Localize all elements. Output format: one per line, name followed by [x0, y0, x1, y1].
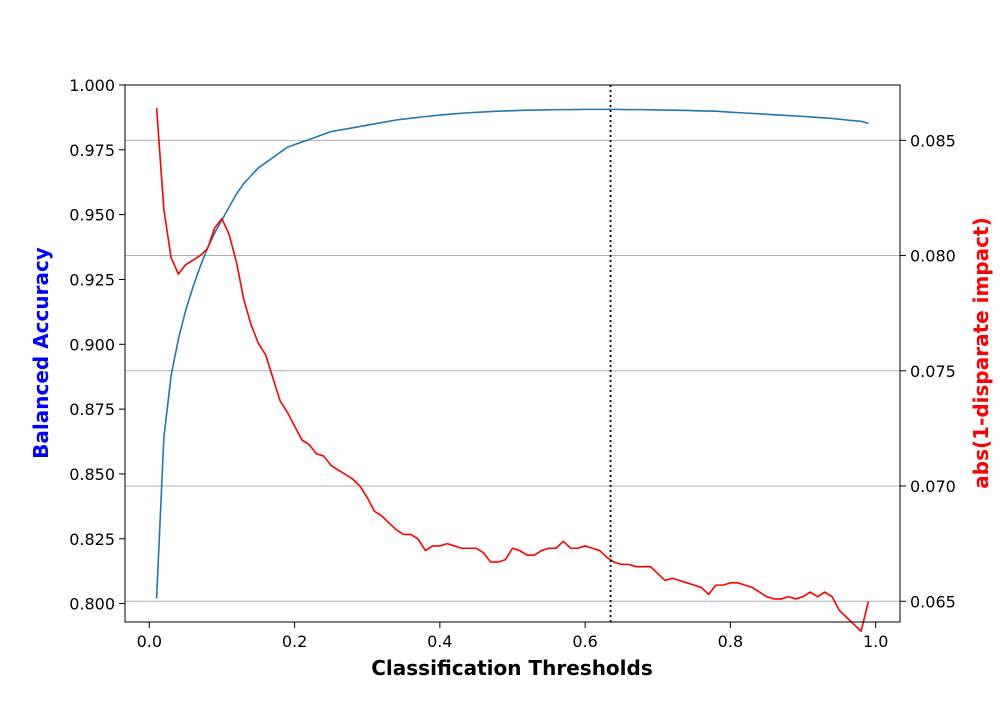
x-tick-label: 1.0: [863, 632, 888, 651]
grid-layer: [125, 139, 900, 602]
y-left-tick-label: 0.950: [69, 206, 115, 225]
y-left-tick-label: 0.900: [69, 335, 115, 354]
x-tick-label: 0.6: [572, 632, 597, 651]
y-left-tick-label: 0.925: [69, 270, 115, 289]
y-right-tick-label: 0.075: [910, 362, 956, 381]
y-left-tick-label: 0.800: [69, 595, 115, 614]
y-left-axis-label: Balanced Accuracy: [29, 247, 53, 459]
y-right-axis-ticks: 0.065 0.070 0.075 0.080 0.085: [900, 131, 956, 611]
x-axis-ticks: 0.0 0.2 0.4 0.6 0.8 1.0: [137, 622, 888, 651]
y-right-axis-label: abs(1-disparate impact): [969, 217, 993, 488]
plot-frame: [124, 84, 901, 623]
x-tick-label: 0.0: [137, 632, 162, 651]
y-left-tick-label: 0.850: [69, 465, 115, 484]
balanced-accuracy-line: [155, 108, 869, 599]
x-axis-label: Classification Thresholds: [371, 656, 653, 680]
y-right-tick-label: 0.070: [910, 477, 956, 496]
y-left-tick-label: 0.975: [69, 141, 115, 160]
y-right-tick-label: 0.065: [910, 592, 956, 611]
x-tick-label: 0.2: [282, 632, 307, 651]
y-left-tick-label: 0.875: [69, 400, 115, 419]
y-left-axis-ticks: 0.800 0.825 0.850 0.875 0.900 0.925 0.950 0.975…: [69, 76, 125, 614]
series-layer: [155, 107, 870, 633]
disparate-impact-line: [155, 107, 870, 633]
y-left-tick-label: 0.825: [69, 530, 115, 549]
x-tick-label: 0.4: [427, 632, 452, 651]
y-right-tick-label: 0.085: [910, 131, 956, 150]
x-tick-label: 0.8: [718, 632, 743, 651]
y-left-tick-label: 1.000: [69, 76, 115, 95]
y-right-tick-label: 0.080: [910, 247, 956, 266]
